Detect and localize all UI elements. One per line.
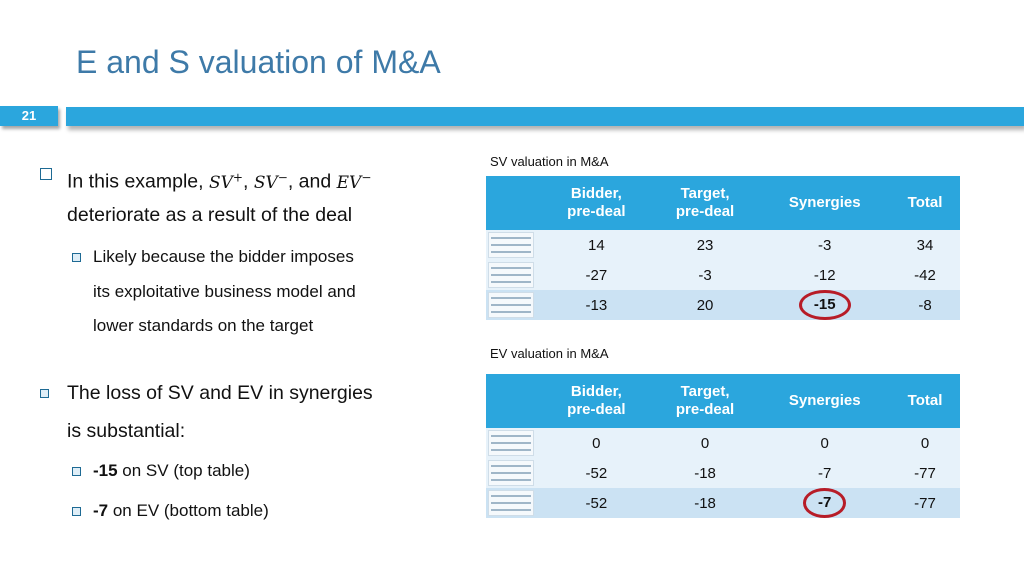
table-cell: -8 bbox=[890, 290, 960, 320]
table-cell: -13 bbox=[542, 290, 651, 320]
sub-bullet-1-line-3: lower standards on the target bbox=[93, 316, 314, 335]
column-header: Synergies bbox=[759, 176, 890, 230]
table-cell: -18 bbox=[650, 458, 760, 488]
table-cell: 0 bbox=[759, 428, 890, 458]
bullet-2-line-2: is substantial: bbox=[67, 420, 186, 442]
bullet-1-text: In this example, bbox=[67, 170, 209, 193]
table-thumbnail-icon bbox=[488, 490, 534, 516]
sv-minus-symbol: SV− bbox=[253, 170, 288, 193]
table-thumbnail-icon bbox=[488, 292, 534, 318]
table-cell: -52 bbox=[542, 458, 651, 488]
table-row: -27 -3 -12 -42 bbox=[486, 260, 960, 290]
bullet-1-line-2: deteriorate as a result of the deal bbox=[67, 204, 353, 226]
sv-valuation-table: Bidder, pre-deal Target, pre-deal Synergie… bbox=[486, 176, 960, 320]
table-cell: 34 bbox=[890, 230, 960, 260]
sub-bullet-square-icon bbox=[72, 253, 81, 262]
slide-number: 21 bbox=[0, 106, 58, 126]
column-header: Total bbox=[890, 374, 960, 428]
table-header-row: Bidder, pre-deal Target, pre-deal Synergie… bbox=[486, 374, 960, 428]
table-cell: 20 bbox=[650, 290, 760, 320]
table-row: -13 20 -15 -8 bbox=[486, 290, 960, 320]
table-cell-highlighted: -7 bbox=[759, 488, 890, 518]
header-bar bbox=[66, 107, 1024, 126]
sub-bullet-2-2: -7 on EV (bottom table) bbox=[93, 501, 269, 520]
ev-table-caption: EV valuation in M&A bbox=[490, 346, 609, 361]
table-cell: 0 bbox=[542, 428, 651, 458]
table-cell: -77 bbox=[890, 458, 960, 488]
slide-title: E and S valuation of M&A bbox=[76, 44, 441, 80]
table-row: -52 -18 -7 -77 bbox=[486, 458, 960, 488]
table-cell: -52 bbox=[542, 488, 651, 518]
table-row: -52 -18 -7 -77 bbox=[486, 488, 960, 518]
highlight-circle: -7 bbox=[803, 488, 847, 518]
bullet-1-line-1: In this example, SV+, SV−, and EV− bbox=[67, 170, 372, 193]
table-cell: 14 bbox=[542, 230, 651, 260]
column-header: Synergies bbox=[759, 374, 890, 428]
table-cell: -3 bbox=[650, 260, 760, 290]
table-header-blank bbox=[486, 374, 542, 428]
column-header: Target, pre-deal bbox=[650, 374, 760, 428]
sv-table-caption: SV valuation in M&A bbox=[490, 154, 609, 169]
table-cell: -42 bbox=[890, 260, 960, 290]
column-header: Total bbox=[890, 176, 960, 230]
table-row: 14 23 -3 34 bbox=[486, 230, 960, 260]
table-cell: 0 bbox=[650, 428, 760, 458]
table-thumbnail-icon bbox=[488, 460, 534, 486]
table-thumbnail-icon bbox=[488, 430, 534, 456]
table-cell: 0 bbox=[890, 428, 960, 458]
highlight-circle: -15 bbox=[798, 290, 851, 320]
sv-plus-symbol: SV+ bbox=[208, 170, 243, 193]
sub-bullet-1-line-1: Likely because the bidder imposes bbox=[93, 247, 354, 266]
column-header: Bidder, pre-deal bbox=[542, 374, 651, 428]
sub-bullet-2-1: -15 on SV (top table) bbox=[93, 461, 250, 480]
table-cell: -12 bbox=[759, 260, 890, 290]
table-cell-highlighted: -15 bbox=[759, 290, 890, 320]
table-cell: -27 bbox=[542, 260, 651, 290]
table-header-row: Bidder, pre-deal Target, pre-deal Synergie… bbox=[486, 176, 960, 230]
ev-valuation-table: Bidder, pre-deal Target, pre-deal Synergie… bbox=[486, 374, 960, 518]
table-header-blank bbox=[486, 176, 542, 230]
sub-bullet-1-line-2: its exploitative business model and bbox=[93, 282, 356, 301]
table-cell: -18 bbox=[650, 488, 760, 518]
table-cell: -3 bbox=[759, 230, 890, 260]
table-thumbnail-icon bbox=[488, 232, 534, 258]
sub-bullet-square-icon bbox=[72, 467, 81, 476]
table-row: 0 0 0 0 bbox=[486, 428, 960, 458]
table-cell: -77 bbox=[890, 488, 960, 518]
bullet-square-icon bbox=[40, 168, 52, 180]
ev-minus-symbol: EV− bbox=[336, 170, 372, 193]
bullet-2-line-1: The loss of SV and EV in synergies bbox=[67, 382, 373, 404]
table-cell: -7 bbox=[759, 458, 890, 488]
table-thumbnail-icon bbox=[488, 262, 534, 288]
bullet-square-icon bbox=[40, 389, 49, 398]
table-cell: 23 bbox=[650, 230, 760, 260]
column-header: Target, pre-deal bbox=[650, 176, 760, 230]
sub-bullet-square-icon bbox=[72, 507, 81, 516]
column-header: Bidder, pre-deal bbox=[542, 176, 651, 230]
